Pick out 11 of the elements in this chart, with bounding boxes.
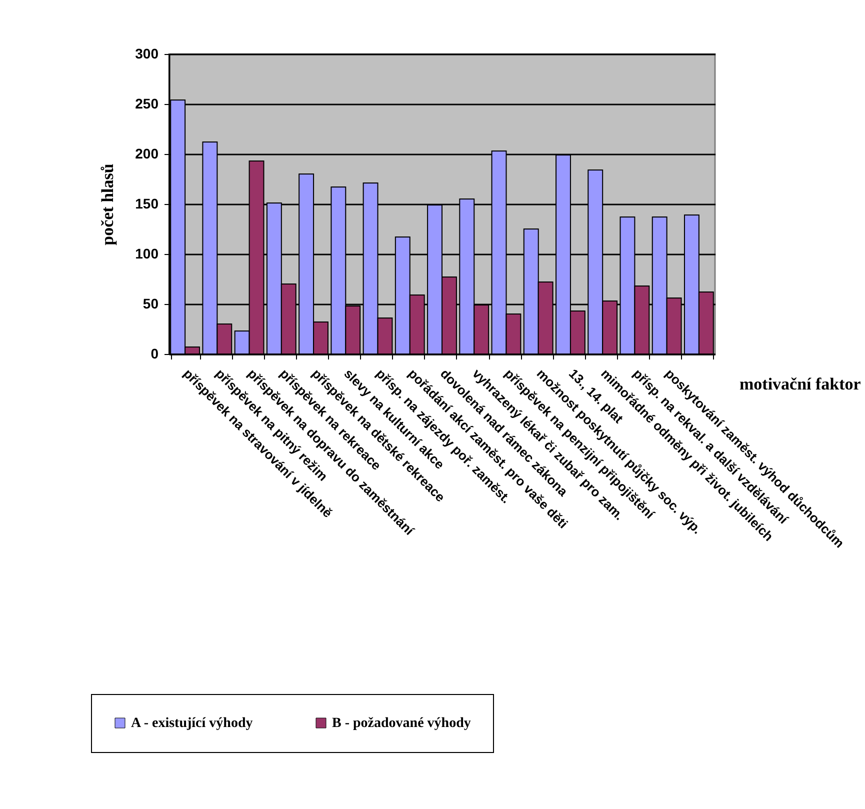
- legend-label: B - požadované výhody: [332, 716, 471, 731]
- y-tick-label: 100: [135, 246, 159, 262]
- y-tick-label: 200: [135, 146, 159, 162]
- y-tick-label: 300: [135, 46, 159, 62]
- y-axis-title: počet hlasů: [98, 164, 118, 246]
- legend-label: A - existující výhody: [131, 716, 253, 731]
- y-tick-label: 250: [135, 96, 159, 112]
- x-axis-title: motivační faktor: [740, 374, 862, 394]
- y-tick-label: 0: [150, 346, 159, 362]
- y-tick-label: 50: [142, 296, 159, 312]
- y-tick-label: 150: [135, 196, 159, 212]
